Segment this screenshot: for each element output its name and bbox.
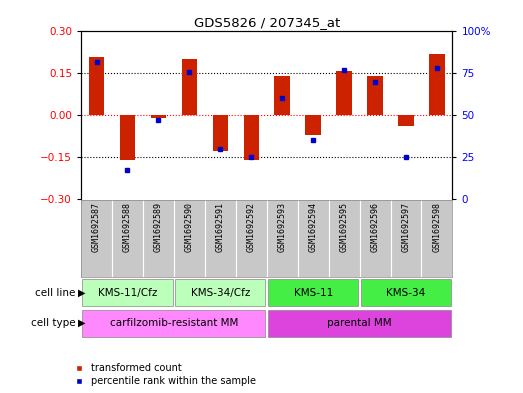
Text: ▶: ▶ xyxy=(78,318,86,328)
Text: GSM1692589: GSM1692589 xyxy=(154,202,163,252)
Text: cell type: cell type xyxy=(30,318,78,328)
Bar xyxy=(275,76,290,115)
Bar xyxy=(151,115,166,118)
Bar xyxy=(181,59,197,115)
Bar xyxy=(367,76,383,115)
Title: GDS5826 / 207345_at: GDS5826 / 207345_at xyxy=(194,16,340,29)
Bar xyxy=(175,279,266,306)
Bar xyxy=(82,310,266,337)
Text: GSM1692592: GSM1692592 xyxy=(247,202,256,252)
Text: ▶: ▶ xyxy=(78,288,86,298)
Text: GSM1692597: GSM1692597 xyxy=(402,202,411,252)
Text: GSM1692591: GSM1692591 xyxy=(216,202,225,252)
Text: KMS-34/Cfz: KMS-34/Cfz xyxy=(190,288,250,298)
Text: GSM1692588: GSM1692588 xyxy=(123,202,132,252)
Text: GSM1692596: GSM1692596 xyxy=(370,202,380,252)
Text: GSM1692598: GSM1692598 xyxy=(433,202,441,252)
Bar xyxy=(82,279,173,306)
Text: carfilzomib-resistant MM: carfilzomib-resistant MM xyxy=(110,318,238,328)
Text: GSM1692595: GSM1692595 xyxy=(339,202,349,252)
Bar xyxy=(429,54,445,115)
Text: GSM1692593: GSM1692593 xyxy=(278,202,287,252)
Text: GSM1692590: GSM1692590 xyxy=(185,202,194,252)
Bar xyxy=(305,115,321,135)
Bar xyxy=(244,115,259,160)
Text: KMS-11/Cfz: KMS-11/Cfz xyxy=(98,288,157,298)
Text: KMS-34: KMS-34 xyxy=(386,288,426,298)
Text: GSM1692587: GSM1692587 xyxy=(92,202,101,252)
Bar xyxy=(212,115,228,151)
Bar xyxy=(268,310,451,337)
Text: GSM1692594: GSM1692594 xyxy=(309,202,317,252)
Legend: transformed count, percentile rank within the sample: transformed count, percentile rank withi… xyxy=(75,363,256,386)
Bar xyxy=(120,115,135,160)
Bar xyxy=(268,279,358,306)
Text: cell line: cell line xyxy=(35,288,78,298)
Bar xyxy=(89,57,104,115)
Bar xyxy=(336,70,352,115)
Bar xyxy=(398,115,414,126)
Bar xyxy=(361,279,451,306)
Text: KMS-11: KMS-11 xyxy=(293,288,333,298)
Text: parental MM: parental MM xyxy=(327,318,392,328)
